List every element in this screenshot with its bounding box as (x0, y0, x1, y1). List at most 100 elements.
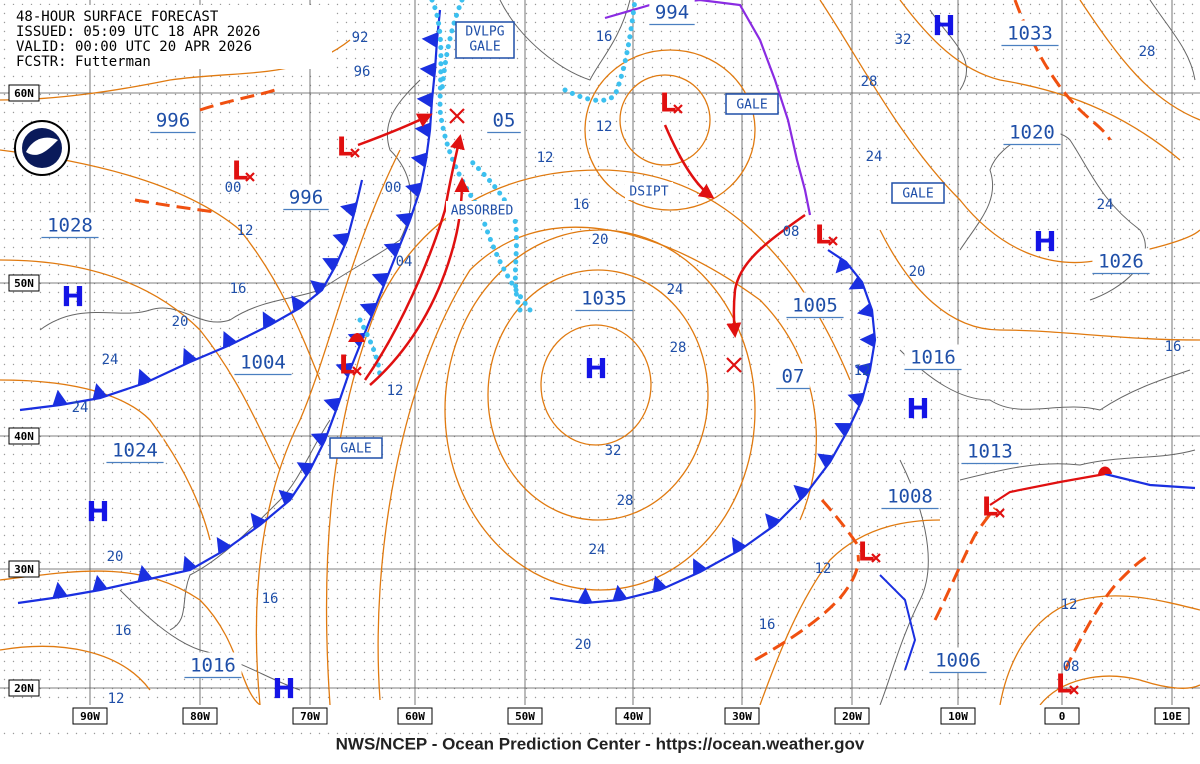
central-pressure-box (904, 344, 962, 370)
lon-label-box (1154, 707, 1190, 725)
central-pressure: 1033 (1007, 23, 1053, 45)
isobar-value: 12 (854, 363, 871, 379)
central-pressure-box (41, 212, 99, 238)
isobar-value: 24 (102, 352, 119, 368)
dvlpg-gale-box (455, 21, 515, 59)
center-number-box (776, 363, 810, 389)
isobar-value: 16 (596, 29, 613, 45)
central-pressure: 1008 (887, 486, 933, 508)
high-center: H (86, 495, 109, 528)
central-pressure: 1005 (792, 295, 838, 317)
low-x-mark (828, 236, 838, 246)
isobar-value: 20 (107, 549, 124, 565)
lon-label: 10E (1162, 710, 1182, 723)
isobar-value: 28 (617, 493, 634, 509)
central-pressure-box (881, 483, 939, 509)
gale-box (891, 182, 945, 204)
central-pressure-box (575, 285, 633, 311)
lon-label: 90W (80, 710, 100, 723)
high-center: H (272, 672, 295, 705)
low-x-mark (871, 553, 881, 563)
central-pressure-box (929, 647, 987, 673)
central-pressure-box (1092, 248, 1150, 274)
central-pressure: 1035 (581, 288, 627, 310)
isobar-value: 20 (575, 637, 592, 653)
lon-label: 30W (732, 710, 752, 723)
lon-label: 10W (948, 710, 968, 723)
central-pressure-box (150, 107, 196, 133)
lat-label-box (8, 427, 40, 445)
central-pressure: 1026 (1098, 251, 1144, 273)
low-x-mark (350, 148, 360, 158)
central-pressure-box (234, 349, 292, 375)
center-number-box (649, 0, 695, 25)
central-pressure: 1016 (190, 655, 236, 677)
lat-label: 30N (14, 563, 34, 576)
isobar-value: 12 (108, 691, 125, 707)
lon-label-box (1044, 707, 1080, 725)
central-pressure: 996 (156, 110, 190, 132)
central-pressure: 1004 (240, 352, 286, 374)
isobar-value: 08 (1063, 659, 1080, 675)
lon-label: 0 (1059, 710, 1066, 723)
lon-label-box (397, 707, 433, 725)
central-pressure: 1016 (910, 347, 956, 369)
central-pressure: 1013 (967, 441, 1013, 463)
lat-label: 60N (14, 87, 34, 100)
lat-label: 20N (14, 682, 34, 695)
forecast-position (726, 357, 742, 373)
center-number: 07 (782, 366, 805, 388)
gale-label: GALE (902, 187, 933, 202)
lat-label-box (8, 84, 40, 102)
central-pressure: 1020 (1009, 122, 1055, 144)
lon-label: 40W (623, 710, 643, 723)
annotation-bg (625, 182, 673, 200)
isobar-value: 00 (225, 180, 242, 196)
low-x-mark (245, 172, 255, 182)
lat-label: 50N (14, 277, 34, 290)
isobar-value: 92 (352, 30, 369, 46)
low-x-mark (995, 508, 1005, 518)
lon-label: 60W (405, 710, 425, 723)
lon-label-box (940, 707, 976, 725)
isobar-value: 08 (783, 224, 800, 240)
lon-label: 70W (300, 710, 320, 723)
central-pressure-box (106, 437, 164, 463)
center-number: 994 (655, 2, 689, 24)
center-number-box (487, 107, 521, 133)
central-pressure-box (1001, 20, 1059, 46)
isobar-value: 32 (895, 32, 912, 48)
isobar-value: 28 (670, 340, 687, 356)
isobar-value: 12 (1061, 597, 1078, 613)
isobar-value: 24 (72, 400, 89, 416)
gale-label: GALE (736, 98, 767, 113)
isobar-value: 12 (537, 150, 554, 166)
lon-label-box (292, 707, 328, 725)
isobar-value: 96 (354, 64, 371, 80)
lon-label-box (615, 707, 651, 725)
low-x-mark (673, 104, 683, 114)
isobar-value: 12 (237, 223, 254, 239)
gale-box (725, 93, 779, 115)
annotation-bg (446, 201, 518, 219)
central-pressure-box (184, 652, 242, 678)
central-pressure-box (786, 292, 844, 318)
central-pressure: 1028 (47, 215, 93, 237)
isobar-value: 16 (1165, 339, 1182, 355)
isobar-value: 24 (866, 149, 883, 165)
footer-credit: NWS/NCEP - Ocean Prediction Center - htt… (336, 734, 865, 753)
fronts (17, 0, 1196, 671)
isobar-value: 00 (385, 180, 402, 196)
isobar-value: 24 (1097, 197, 1114, 213)
lat-label-box (8, 560, 40, 578)
isobar-value: 28 (1139, 44, 1156, 60)
high-center: H (932, 9, 955, 42)
lon-label: 50W (515, 710, 535, 723)
low-center: L (660, 89, 677, 119)
isobar-value: 16 (230, 281, 247, 297)
central-pressure: 1024 (112, 440, 158, 462)
isobar-value: 12 (387, 383, 404, 399)
header-box (10, 5, 332, 69)
isobar-value: 20 (172, 314, 189, 330)
